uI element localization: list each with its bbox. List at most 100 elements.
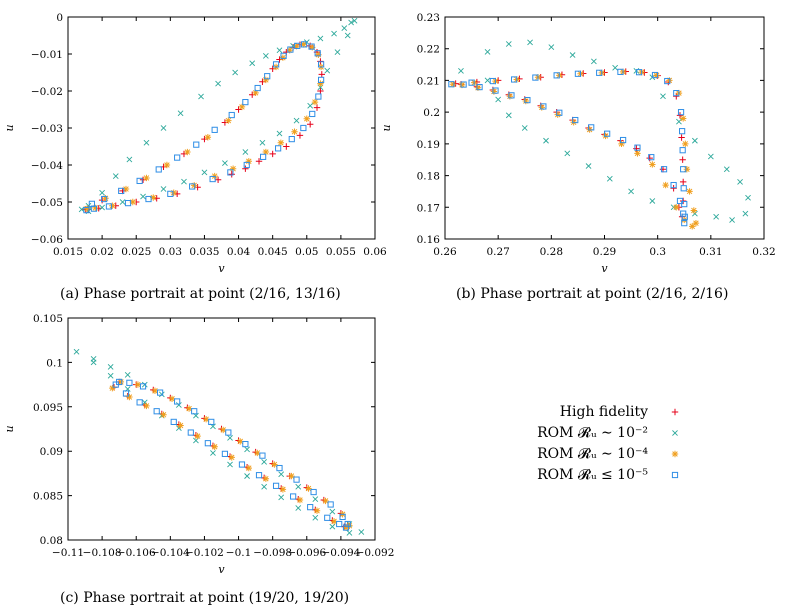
data-point — [305, 485, 312, 492]
x-axis-label: v — [601, 262, 608, 275]
data-point — [295, 483, 302, 490]
data-point — [309, 110, 316, 118]
data-point — [468, 79, 475, 86]
data-point — [317, 80, 324, 87]
data-point — [194, 432, 201, 440]
data-point — [313, 507, 321, 514]
data-point — [255, 158, 263, 165]
data-point — [210, 450, 216, 456]
x-axis-label: v — [218, 262, 225, 275]
data-point — [109, 202, 116, 209]
x-tick-label: −0.106 — [117, 547, 156, 559]
data-point — [692, 137, 698, 144]
data-point — [119, 199, 126, 205]
x-axis-label: v — [218, 563, 225, 576]
data-point — [112, 173, 119, 179]
data-point — [524, 96, 531, 104]
data-point — [227, 169, 234, 176]
data-point — [324, 514, 331, 521]
data-point — [278, 494, 285, 501]
data-point — [232, 69, 239, 76]
series-b-2 — [449, 68, 700, 230]
data-point — [311, 98, 319, 106]
data-point — [143, 139, 150, 146]
data-point — [351, 17, 358, 24]
data-point — [489, 77, 496, 85]
x-tick-label: 0.045 — [258, 246, 288, 258]
data-point — [681, 201, 688, 208]
data-point — [511, 76, 518, 83]
data-point — [303, 115, 310, 122]
data-point — [211, 443, 218, 450]
data-point — [522, 97, 530, 105]
data-point — [681, 216, 688, 224]
x-tick-label: 0.055 — [326, 246, 356, 258]
data-point — [679, 115, 687, 122]
y-tick-label: 0.095 — [33, 402, 63, 414]
data-point — [201, 169, 208, 176]
data-point — [272, 61, 280, 68]
data-point — [242, 165, 249, 172]
legend-label: ROM 𝓡ᵤ ∼ 10⁻⁴ — [537, 446, 648, 462]
y-tick-label: 0.22 — [417, 44, 440, 56]
plot-frame — [444, 16, 765, 240]
data-point — [458, 81, 466, 89]
data-point — [228, 171, 235, 178]
data-point — [155, 166, 162, 173]
data-point — [191, 182, 198, 189]
data-point — [296, 496, 304, 504]
data-point — [660, 93, 666, 100]
data-point — [174, 398, 181, 405]
legend-label: High fidelity — [560, 404, 648, 420]
data-point — [124, 200, 132, 207]
data-point — [677, 109, 685, 116]
data-point — [286, 47, 293, 54]
data-point — [620, 136, 627, 144]
y-axis-label: u — [3, 124, 16, 131]
x-tick-label: −0.11 — [52, 547, 84, 559]
data-point — [729, 217, 735, 223]
data-point — [296, 132, 304, 139]
x-tick-label: 0.03 — [159, 246, 182, 258]
data-point — [679, 197, 687, 205]
data-point — [618, 140, 625, 148]
data-point — [723, 166, 730, 173]
data-point — [329, 508, 336, 515]
data-point — [90, 355, 97, 362]
data-point — [681, 213, 688, 220]
data-point — [689, 223, 696, 230]
x-tick-label: 0.02 — [90, 246, 113, 258]
data-point — [92, 204, 99, 212]
data-point — [277, 139, 285, 146]
series-c-3 — [112, 378, 351, 531]
data-point — [184, 148, 191, 156]
data-point — [317, 35, 324, 42]
data-point — [508, 92, 515, 99]
data-point — [680, 185, 687, 192]
data-point — [358, 529, 365, 535]
data-point — [673, 204, 680, 211]
data-point — [538, 104, 545, 111]
y-tick-label: 0 — [56, 12, 63, 24]
data-point — [235, 106, 242, 113]
data-point — [228, 111, 235, 119]
data-point — [635, 69, 643, 76]
data-point — [259, 452, 266, 459]
data-point — [160, 186, 167, 192]
data-point — [307, 504, 314, 511]
data-point — [242, 440, 249, 448]
y-tick-label: 0.105 — [33, 313, 63, 325]
data-point — [272, 482, 280, 489]
data-point — [634, 144, 641, 151]
data-point — [653, 72, 660, 79]
data-point — [300, 41, 307, 48]
data-point — [309, 44, 316, 51]
data-point — [680, 210, 687, 217]
y-tick-label: 0.23 — [417, 12, 440, 24]
data-point — [262, 475, 270, 482]
data-point — [215, 80, 221, 87]
data-point — [318, 61, 325, 68]
data-point — [167, 190, 174, 197]
data-point — [163, 161, 171, 169]
y-tick-label: −0.01 — [31, 49, 63, 61]
